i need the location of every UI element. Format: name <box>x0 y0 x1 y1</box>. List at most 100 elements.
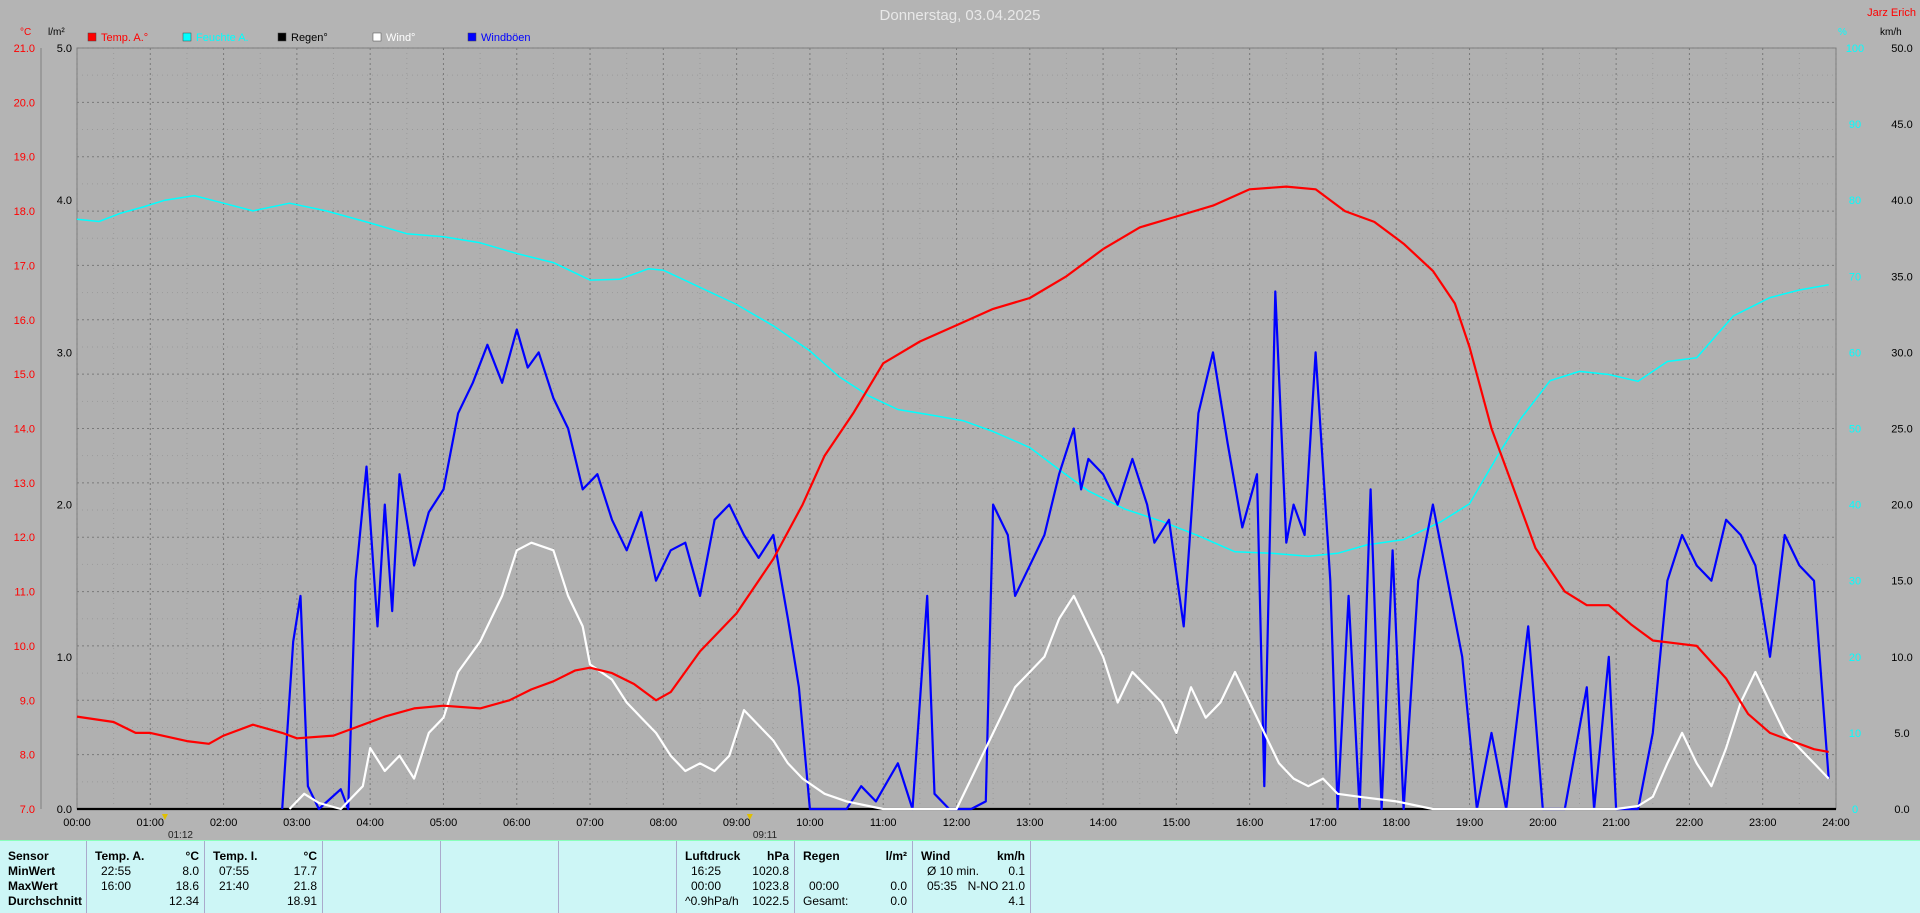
x-tick-label: 01:00 <box>137 817 165 829</box>
temp-tick-label: 17.0 <box>14 260 35 272</box>
rain-tick-label: 1.0 <box>57 652 72 664</box>
corner-label: Jarz Erich <box>1867 7 1916 19</box>
x-tick-label: 07:00 <box>576 817 604 829</box>
wind-unit: km/h <box>996 849 1025 863</box>
temp-a-min: 8.0 <box>182 864 199 878</box>
x-tick-label: 23:00 <box>1749 817 1777 829</box>
wind-tick-label: 15.0 <box>1891 576 1912 588</box>
wind-tick-label: 0.0 <box>1894 804 1909 816</box>
x-tick-label: 13:00 <box>1016 817 1044 829</box>
row-label-min: MinWert <box>8 864 56 878</box>
x-tick-label: 05:00 <box>430 817 458 829</box>
legend: Temp. A.° Feuchte A. Regen° Wind° Windböen <box>87 32 531 44</box>
legend-label: Windböen <box>481 32 531 44</box>
temp-tick-label: 9.0 <box>20 695 35 707</box>
wind-avg10: 0.1 <box>1008 864 1025 878</box>
x-tick-label: 11:00 <box>870 817 897 829</box>
pressure-unit: hPa <box>766 849 789 863</box>
temp-a-header: Temp. A. <box>95 849 145 863</box>
temp-tick-label: 12.0 <box>14 532 35 544</box>
rain-max: 0.0 <box>890 879 907 893</box>
pressure-min-time: 16:25 <box>691 864 722 878</box>
axis-labels: 21.0 20.0 19.0 18.0 17.0 16.0 15.0 14.0 13.0 12.0… <box>14 43 1913 829</box>
x-tick-label: 02:00 <box>210 817 238 829</box>
x-tick-label: 04:00 <box>356 817 384 829</box>
rain-axis-unit: l/m² <box>48 27 65 38</box>
temp-a-column: Temp. A. °C 22:55 8.0 16:00 18.6 12.34 <box>86 841 205 913</box>
rain-tick-label: 3.0 <box>57 347 72 359</box>
legend-swatch <box>182 32 192 42</box>
x-tick-label: 03:00 <box>283 817 311 829</box>
time-markers: 01:12 09:11 <box>161 814 778 840</box>
x-tick-label: 18:00 <box>1382 817 1410 829</box>
temp-tick-label: 7.0 <box>20 804 35 816</box>
humidity-tick-label: 60 <box>1849 347 1861 359</box>
temp-tick-label: 21.0 <box>14 43 35 55</box>
wind-avg10-label: Ø 10 min. <box>927 864 980 878</box>
legend-label: Temp. A.° <box>101 32 148 44</box>
rain-unit: l/m² <box>885 849 907 863</box>
temp-tick-label: 14.0 <box>14 424 35 436</box>
wind-tick-label: 35.0 <box>1891 271 1912 283</box>
temp-tick-label: 18.0 <box>14 206 35 218</box>
rain-tick-label: 5.0 <box>57 43 72 55</box>
temp-i-avg: 18.91 <box>286 894 317 908</box>
temp-i-min-time: 07:55 <box>219 864 250 878</box>
humidity-tick-label: 10 <box>1849 728 1861 740</box>
wind-axis-unit: km/h <box>1880 27 1902 38</box>
legend-swatch <box>87 32 97 42</box>
wind-max-time: 05:35 <box>927 879 958 893</box>
marker-icon <box>161 814 168 820</box>
series-line <box>281 290 1830 811</box>
x-tick-label: 16:00 <box>1236 817 1264 829</box>
weather-chart: Donnerstag, 03.04.2025 Jarz Erich °C l/m… <box>14 7 1916 840</box>
humidity-tick-label: 40 <box>1849 500 1861 512</box>
temp-i-max: 21.8 <box>293 879 317 893</box>
temp-i-header: Temp. I. <box>213 849 258 863</box>
x-tick-label: 10:00 <box>796 817 824 829</box>
temp-i-unit: °C <box>303 849 317 863</box>
empty-column-1 <box>322 841 441 913</box>
wind-tick-label: 20.0 <box>1891 500 1912 512</box>
pressure-trend: ^0.9hPa/h <box>685 894 739 908</box>
rain-column: Regen l/m² 00:00 0.0 Gesamt: 0.0 <box>794 841 913 913</box>
temp-tick-label: 20.0 <box>14 97 35 109</box>
wind-tick-label: 40.0 <box>1891 195 1912 207</box>
series-group <box>76 185 1836 811</box>
x-tick-label: 24:00 <box>1822 817 1850 829</box>
temp-tick-label: 16.0 <box>14 315 35 327</box>
wind-header: Wind <box>921 849 951 863</box>
wind-tick-label: 50.0 <box>1891 43 1912 55</box>
row-label-avg: Durchschnitt <box>8 894 83 908</box>
humidity-tick-label: 90 <box>1849 119 1861 131</box>
temp-tick-label: 19.0 <box>14 152 35 164</box>
humidity-tick-label: 100 <box>1846 43 1864 55</box>
legend-label: Wind° <box>386 32 415 44</box>
row-label-sensor: Sensor <box>8 849 49 863</box>
rain-total-label: Gesamt: <box>803 894 849 908</box>
marker-label: 09:11 <box>753 830 778 840</box>
empty-column-2 <box>440 841 559 913</box>
wind-tick-label: 25.0 <box>1891 424 1912 436</box>
x-tick-label: 17:00 <box>1309 817 1337 829</box>
x-tick-label: 20:00 <box>1529 817 1557 829</box>
temp-tick-label: 8.0 <box>20 750 35 762</box>
grid <box>76 47 1837 810</box>
pressure-header: Luftdruck <box>685 849 741 863</box>
pressure-max: 1023.8 <box>752 879 789 893</box>
humidity-tick-label: 30 <box>1849 576 1861 588</box>
wind-max: N-NO 21.0 <box>967 879 1025 893</box>
temp-a-unit: °C <box>185 849 199 863</box>
legend-swatch <box>467 32 477 42</box>
chart-title: Donnerstag, 03.04.2025 <box>880 7 1041 24</box>
x-tick-label: 06:00 <box>503 817 531 829</box>
temp-a-avg: 12.34 <box>168 894 199 908</box>
wind-column: Wind km/h Ø 10 min. 0.1 05:35 N-NO 21.0 … <box>912 841 1031 913</box>
legend-label: Regen° <box>291 32 328 44</box>
x-tick-label: 09:00 <box>723 817 751 829</box>
humidity-tick-label: 80 <box>1849 195 1861 207</box>
wind-avg: 4.1 <box>1008 894 1025 908</box>
marker-label: 01:12 <box>168 830 193 840</box>
x-tick-label: 22:00 <box>1676 817 1704 829</box>
series-line <box>76 194 1829 558</box>
